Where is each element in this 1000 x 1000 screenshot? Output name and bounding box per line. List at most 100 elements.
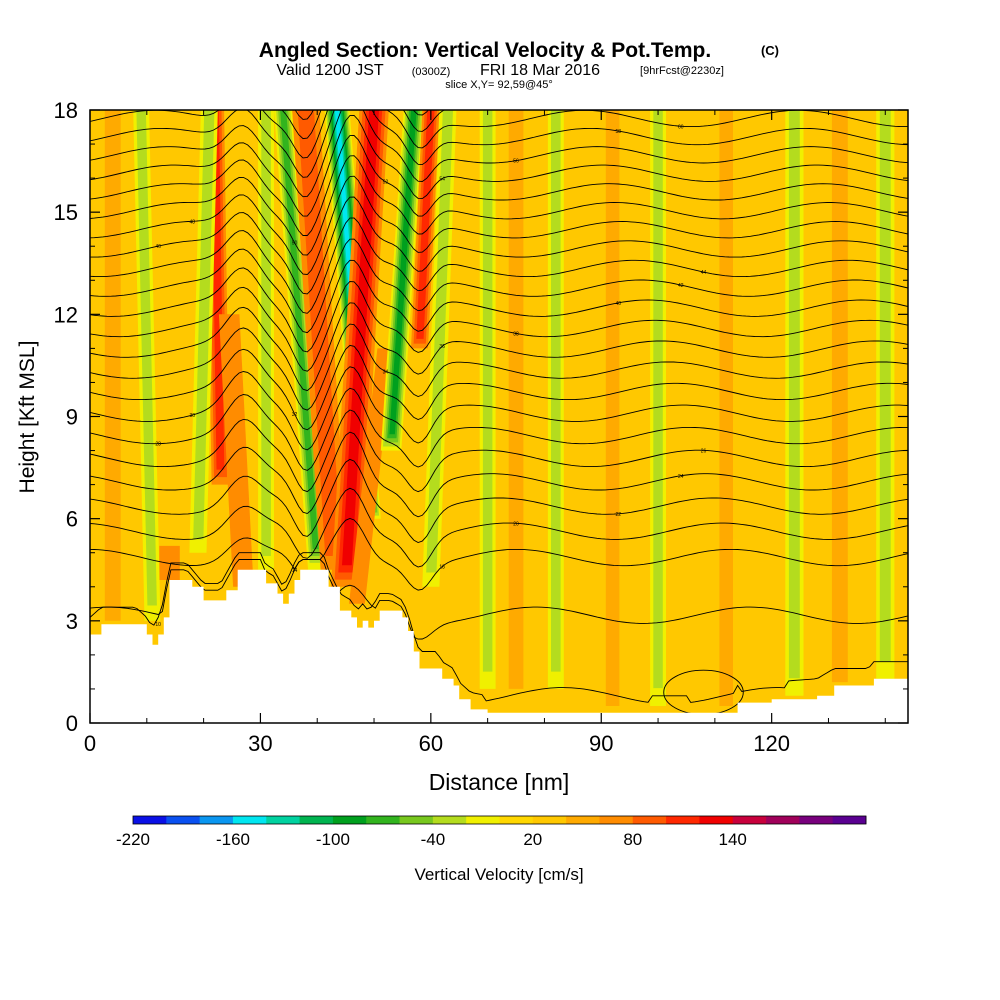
velocity-band-level [653,110,663,689]
x-tick-label: 60 [419,731,443,756]
velocity-band [831,110,848,683]
isentrope-line [90,238,908,334]
velocity-band-level [551,110,561,672]
isentrope-label: 50 [292,241,298,247]
velocity-band [349,348,394,604]
velocity-band [133,110,161,621]
velocity-band [274,110,327,570]
colorbar-label: Vertical Velocity [cm/s] [414,865,583,884]
y-tick-label: 6 [66,507,78,532]
chart-title: Angled Section: Vertical Velocity & Pot.… [259,39,711,62]
velocity-band-level [297,110,342,556]
isentrope-label: 60 [678,124,684,130]
colorbar-tick-label: -160 [216,830,250,849]
subtitle-date: FRI 18 Mar 2016 [480,62,600,79]
chart-title-unit: (C) [761,43,779,58]
isentrope-contours: 10 14 18 20 22 24 26 28 30 32 34 36 38 40 42 44 46 48 50 52… [90,73,908,715]
velocity-band-level [831,110,848,683]
isentrope-line [90,135,908,236]
y-axis-label: Height [Kft MSL] [16,341,39,494]
isentrope-line [90,409,908,493]
velocity-band [104,110,121,621]
isentrope-line [90,552,908,703]
colorbar-tick-label: 80 [623,830,642,849]
isentrope-line [90,344,908,431]
velocity-band-level [426,110,453,573]
colorbar-swatch [566,816,600,824]
isentrope-line [90,366,908,451]
isentrope-label: 46 [155,244,161,250]
isentrope-line [90,518,908,591]
velocity-band-level [349,348,394,604]
terrain [90,569,908,723]
isentrope-label: 28 [155,442,161,448]
colorbar-swatch [666,816,700,824]
isentrope-line [90,487,908,568]
velocity-band [411,110,440,349]
isentrope-line [90,175,908,275]
isentrope-line [90,110,908,198]
isentrope-label: 62 [701,106,707,112]
x-tick-label: 0 [84,731,96,756]
isentrope-line [90,458,908,543]
isentrope-line [90,155,908,256]
isentrope-line [90,196,908,295]
y-tick-label: 18 [54,98,78,123]
velocity-band [292,110,348,570]
colorbar-swatch [199,816,234,824]
colorbar-swatch [799,816,834,824]
colorbar-swatch [366,816,400,824]
colorbar-swatch [332,816,367,824]
velocity-band [785,110,804,696]
velocity-band [159,545,180,580]
colorbar-tick-label: -220 [116,830,150,849]
velocity-band-level [218,314,254,587]
colorbar-swatch [599,816,634,824]
colorbar-swatch [832,816,867,824]
isentrope-label: 32 [292,412,298,418]
isentrope-label: 64 [155,73,161,79]
isentrope-label: 56 [513,159,519,165]
colorbar-swatch [499,816,534,824]
colorbar-swatch [699,816,734,824]
isentrope-line [90,559,908,640]
colorbar-tick-label: -40 [421,830,446,849]
isentrope-line [90,259,908,353]
isentrope-label: 30 [190,413,196,419]
subtitle-slice: slice X,Y= 92,59@45° [445,79,553,91]
velocity-band-level [159,545,180,580]
velocity-band [605,110,620,706]
isentrope-line [90,110,908,178]
subtitle-forecast: [9hrFcst@2230z] [640,65,724,77]
velocity-band-level [280,110,319,550]
colorbar-swatch [299,816,334,824]
velocity-band-level [788,110,800,679]
colorbar-swatch [532,816,567,824]
x-tick-label: 120 [753,731,790,756]
y-tick-label: 3 [66,609,78,634]
y-tick-label: 9 [66,405,78,430]
velocity-band-level [482,110,493,672]
isentrope-label: 40 [616,301,622,307]
colorbar-swatch [166,816,201,824]
colorbar-tick-label: 20 [523,830,542,849]
velocity-band [719,110,733,706]
velocity-band [876,110,895,679]
isentrope-label: 48 [190,219,196,225]
velocity-band [508,110,524,689]
velocity-band [650,110,666,706]
velocity-band-level [193,110,215,540]
isentrope-label: 44 [701,270,707,276]
isentrope-label: 52 [383,180,389,186]
colorbar-swatch [466,816,500,824]
velocity-band-level [136,110,157,606]
subtitle-utc: (0300Z) [412,66,451,78]
colorbar-swatch [432,816,467,824]
velocity-band-level [104,110,121,621]
isentrope-label: 14 [292,568,298,574]
y-tick-label: 12 [54,302,78,327]
isentrope-label: 42 [678,283,684,289]
x-axis-label: Distance [nm] [429,769,570,795]
isentrope-label: 26 [701,448,707,454]
